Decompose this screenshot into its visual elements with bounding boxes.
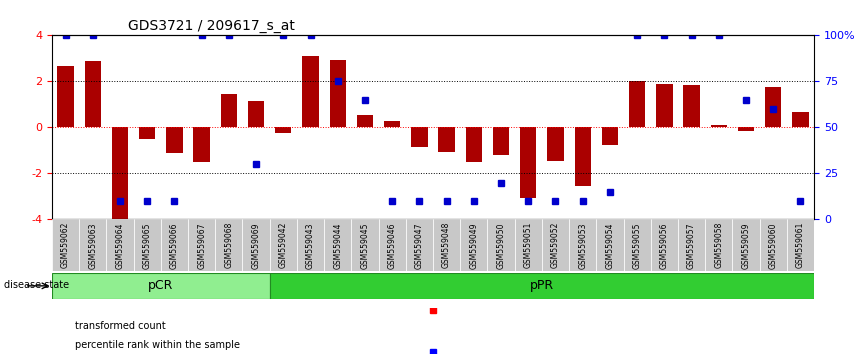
Text: GSM559049: GSM559049: [469, 222, 478, 269]
FancyBboxPatch shape: [161, 219, 188, 271]
FancyBboxPatch shape: [705, 219, 733, 271]
Bar: [139, 127, 155, 139]
Bar: [112, 127, 128, 222]
Text: pCR: pCR: [148, 279, 173, 292]
FancyBboxPatch shape: [324, 219, 352, 271]
Text: GSM559062: GSM559062: [61, 222, 70, 268]
Text: GSM559051: GSM559051: [524, 222, 533, 268]
Text: GSM559065: GSM559065: [143, 222, 152, 269]
Text: GSM559057: GSM559057: [687, 222, 696, 269]
Text: GDS3721 / 209617_s_at: GDS3721 / 209617_s_at: [128, 19, 295, 33]
Text: GSM559064: GSM559064: [115, 222, 125, 269]
FancyBboxPatch shape: [597, 219, 624, 271]
Text: GSM559048: GSM559048: [443, 222, 451, 268]
FancyBboxPatch shape: [542, 219, 569, 271]
Bar: [302, 56, 319, 127]
FancyBboxPatch shape: [433, 219, 460, 271]
FancyBboxPatch shape: [79, 219, 107, 271]
FancyBboxPatch shape: [52, 219, 79, 271]
FancyBboxPatch shape: [406, 219, 433, 271]
Bar: [738, 127, 754, 131]
Bar: [166, 127, 183, 153]
FancyBboxPatch shape: [352, 219, 378, 271]
Text: pPR: pPR: [530, 279, 554, 292]
Text: GSM559050: GSM559050: [496, 222, 506, 269]
Bar: [547, 127, 564, 161]
FancyBboxPatch shape: [188, 219, 216, 271]
Bar: [248, 101, 264, 127]
Text: percentile rank within the sample: percentile rank within the sample: [74, 340, 240, 350]
Text: transformed count: transformed count: [74, 321, 165, 331]
Bar: [85, 61, 101, 127]
Text: GSM559043: GSM559043: [306, 222, 315, 269]
Text: GSM559042: GSM559042: [279, 222, 288, 268]
Text: GSM559060: GSM559060: [769, 222, 778, 269]
Bar: [330, 59, 346, 127]
Text: GSM559069: GSM559069: [252, 222, 261, 269]
FancyBboxPatch shape: [488, 219, 514, 271]
Text: GSM559045: GSM559045: [360, 222, 370, 269]
FancyBboxPatch shape: [269, 219, 297, 271]
FancyBboxPatch shape: [242, 219, 269, 271]
FancyBboxPatch shape: [678, 219, 705, 271]
Bar: [520, 127, 536, 198]
FancyBboxPatch shape: [569, 219, 597, 271]
Text: GSM559046: GSM559046: [388, 222, 397, 269]
FancyBboxPatch shape: [269, 273, 814, 299]
Bar: [193, 127, 210, 162]
Text: GSM559063: GSM559063: [88, 222, 97, 269]
Text: GSM559055: GSM559055: [633, 222, 642, 269]
FancyBboxPatch shape: [733, 219, 759, 271]
Bar: [574, 127, 591, 186]
FancyBboxPatch shape: [624, 219, 650, 271]
Text: GSM559053: GSM559053: [578, 222, 587, 269]
Text: GSM559058: GSM559058: [714, 222, 723, 268]
Bar: [384, 120, 400, 127]
Bar: [357, 115, 373, 127]
FancyBboxPatch shape: [297, 219, 324, 271]
Text: GSM559052: GSM559052: [551, 222, 560, 268]
Bar: [792, 113, 809, 127]
Bar: [57, 67, 74, 127]
Text: GSM559059: GSM559059: [741, 222, 751, 269]
Text: disease state: disease state: [4, 280, 69, 290]
FancyBboxPatch shape: [378, 219, 406, 271]
Bar: [411, 127, 428, 147]
FancyBboxPatch shape: [52, 273, 269, 299]
FancyBboxPatch shape: [216, 219, 242, 271]
Text: GSM559054: GSM559054: [605, 222, 614, 269]
FancyBboxPatch shape: [107, 219, 133, 271]
Text: GSM559066: GSM559066: [170, 222, 179, 269]
FancyBboxPatch shape: [787, 219, 814, 271]
Text: GSM559068: GSM559068: [224, 222, 233, 268]
Bar: [683, 85, 700, 127]
Bar: [765, 87, 781, 127]
FancyBboxPatch shape: [650, 219, 678, 271]
FancyBboxPatch shape: [133, 219, 161, 271]
FancyBboxPatch shape: [759, 219, 787, 271]
Text: GSM559044: GSM559044: [333, 222, 342, 269]
Bar: [466, 127, 482, 162]
Bar: [221, 94, 237, 127]
FancyBboxPatch shape: [514, 219, 542, 271]
Bar: [602, 127, 618, 145]
Bar: [711, 125, 727, 127]
Bar: [493, 127, 509, 155]
Bar: [656, 84, 673, 127]
Text: GSM559047: GSM559047: [415, 222, 423, 269]
Text: GSM559061: GSM559061: [796, 222, 805, 268]
Text: GSM559056: GSM559056: [660, 222, 669, 269]
Bar: [438, 127, 455, 152]
Text: GSM559067: GSM559067: [197, 222, 206, 269]
Bar: [275, 127, 292, 133]
FancyBboxPatch shape: [460, 219, 488, 271]
Bar: [629, 81, 645, 127]
